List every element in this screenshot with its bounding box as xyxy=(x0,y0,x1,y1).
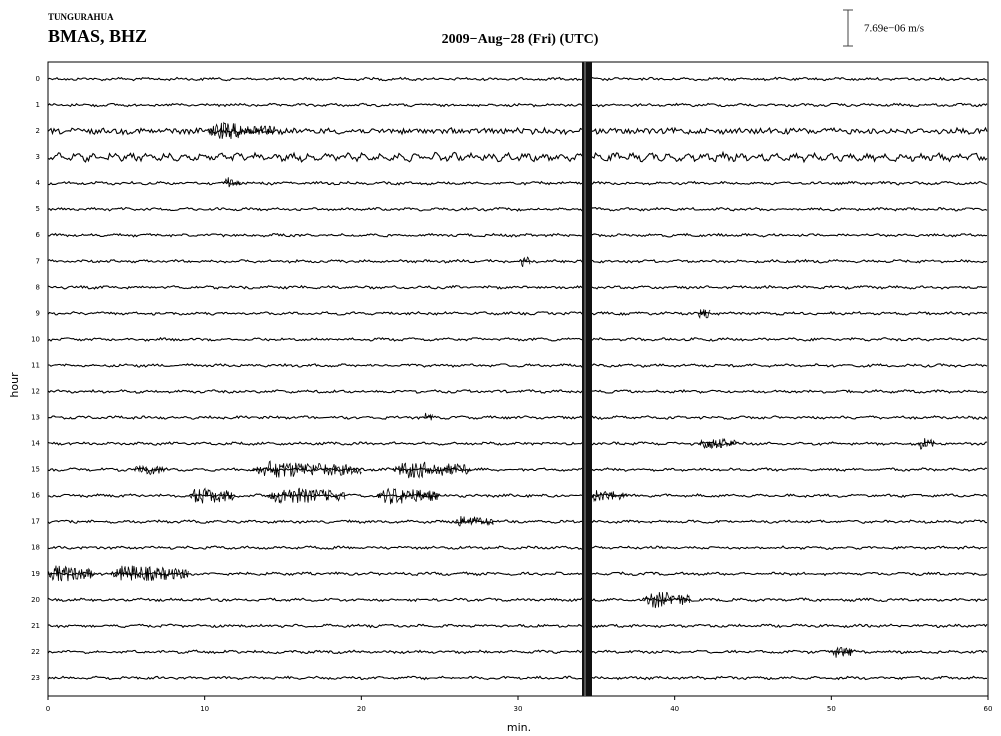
hour-label: 8 xyxy=(36,283,40,291)
x-tick-label: 10 xyxy=(200,705,209,713)
hour-label: 13 xyxy=(31,414,40,422)
trace xyxy=(47,597,988,603)
scale-label: 7.69e−06 m/s xyxy=(864,23,924,35)
x-tick-label: 50 xyxy=(827,705,836,713)
x-axis-label: min. xyxy=(507,721,531,734)
event-burst xyxy=(376,487,440,505)
scale-bar xyxy=(843,9,853,47)
hour-label: 1 xyxy=(36,101,40,109)
y-axis-label: hour xyxy=(8,372,21,398)
event-burst xyxy=(455,516,494,527)
hour-label: 20 xyxy=(31,596,40,604)
hour-label: 15 xyxy=(31,466,40,474)
event-burst xyxy=(266,487,346,504)
event-burst xyxy=(588,490,628,503)
trace xyxy=(47,441,988,446)
event-burst xyxy=(110,565,189,581)
event-burst xyxy=(188,487,236,504)
trace xyxy=(47,76,988,82)
trace xyxy=(47,623,988,629)
x-tick-label: 60 xyxy=(984,705,993,713)
trace xyxy=(47,206,988,212)
hour-label: 21 xyxy=(31,622,40,630)
chart-title: BMAS, BHZ xyxy=(48,26,147,46)
event-burst xyxy=(223,177,241,188)
hour-label: 14 xyxy=(31,440,40,448)
hour-label: 16 xyxy=(31,492,40,500)
hour-label: 2 xyxy=(36,127,40,135)
event-burst xyxy=(830,646,855,658)
hour-label: 12 xyxy=(31,387,40,395)
event-burst xyxy=(133,464,166,476)
saturated-signal xyxy=(582,62,592,696)
event-burst xyxy=(423,412,434,421)
hour-label: 7 xyxy=(36,257,40,265)
hour-label: 4 xyxy=(36,179,41,187)
trace xyxy=(47,126,988,136)
event-burst xyxy=(392,461,471,479)
trace xyxy=(47,675,988,681)
trace xyxy=(47,102,988,108)
x-tick-label: 40 xyxy=(670,705,679,713)
chart-subtitle: 2009−Aug−28 (Fri) (UTC) xyxy=(442,32,599,47)
event-burst xyxy=(643,592,691,609)
event-burst xyxy=(698,437,737,450)
network: TUNGURAHUA xyxy=(48,12,114,22)
hour-label: 6 xyxy=(36,231,41,239)
trace xyxy=(47,467,988,472)
event-burst xyxy=(917,438,935,450)
trace xyxy=(47,336,988,342)
hour-label: 0 xyxy=(36,75,40,83)
trace xyxy=(47,415,988,420)
hour-label: 17 xyxy=(31,518,40,526)
x-tick-label: 20 xyxy=(357,705,366,713)
trace xyxy=(48,362,988,368)
hour-label: 10 xyxy=(31,335,40,343)
event-burst xyxy=(251,460,362,478)
hour-label: 19 xyxy=(31,570,40,578)
trace xyxy=(47,388,988,394)
traces xyxy=(47,76,988,681)
trace xyxy=(47,493,988,499)
trace xyxy=(47,180,988,186)
hour-label: 18 xyxy=(31,544,40,552)
trace xyxy=(47,519,987,525)
trace xyxy=(47,649,988,655)
trace xyxy=(47,571,988,577)
x-tick-label: 30 xyxy=(514,705,523,713)
trace xyxy=(47,258,988,264)
hour-label: 9 xyxy=(36,309,40,317)
trace xyxy=(47,284,988,290)
trace xyxy=(47,545,988,551)
trace xyxy=(47,150,988,164)
hour-label: 3 xyxy=(36,153,40,161)
event-burst xyxy=(697,309,711,320)
event-burst xyxy=(47,565,95,582)
trace xyxy=(47,232,988,238)
hour-label: 5 xyxy=(36,205,40,213)
hour-label: 11 xyxy=(31,361,40,369)
event-burst xyxy=(520,256,531,268)
trace xyxy=(47,310,988,316)
hour-label: 23 xyxy=(31,674,40,682)
x-tick-label: 0 xyxy=(46,705,50,713)
event-burst xyxy=(207,121,276,140)
hour-label: 22 xyxy=(31,648,40,656)
